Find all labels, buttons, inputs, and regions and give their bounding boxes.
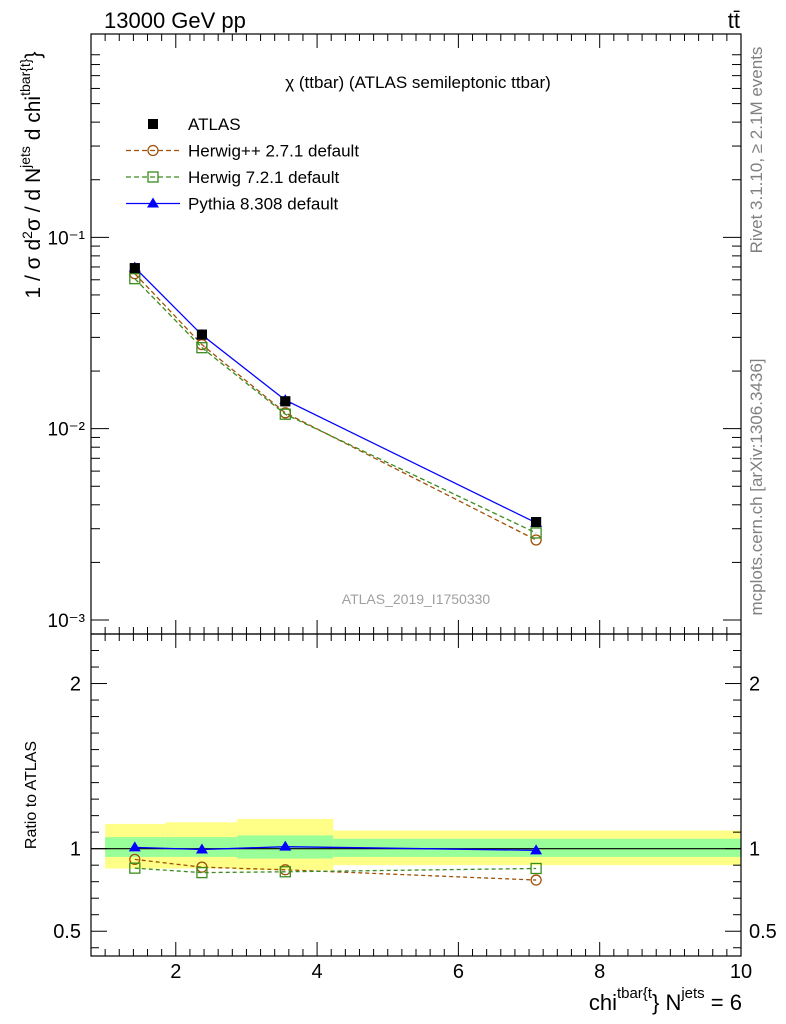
ratio-y-tick-label-right: 0.5: [749, 921, 777, 943]
legend-label-0: ATLAS: [188, 115, 241, 134]
legend: ATLAS Herwig++ 2.7.1 default Herwig 7.2.1 …: [126, 115, 359, 214]
series-line-3: [134, 267, 537, 524]
atlas-point: [196, 329, 207, 340]
ratio-y-tick-label-right: 1: [749, 839, 760, 861]
ratio-point: [196, 866, 208, 879]
ratio-point: [530, 862, 542, 875]
ratio-line-2: [134, 846, 537, 851]
y-tick-label: 10⁻¹: [48, 228, 86, 249]
top-y-axis-label: 1 / σ d2σ / d Njets d chitbar{t}}: [17, 51, 45, 298]
legend-marker-0: [148, 119, 158, 129]
y-tick-label: 10⁻³: [48, 611, 86, 632]
ratio-point: [279, 866, 291, 878]
ratio-point: [129, 853, 141, 866]
atlas-point: [129, 263, 140, 274]
point-dashed-square: [129, 273, 141, 285]
ratio-panel-series: [128, 840, 543, 886]
atlas-point: [531, 517, 542, 528]
ratio-panel-ticks: 2 4 6 8 10 0.5 0.5 1 1 2 2: [53, 634, 777, 983]
legend-label-1: Herwig++ 2.7.1 default: [188, 142, 359, 161]
ratio-point: [530, 874, 542, 886]
legend-marker-3: [147, 197, 159, 208]
x-tick-label: 4: [312, 961, 323, 983]
point-dashed-square: [196, 342, 208, 354]
x-tick-label: 8: [594, 961, 605, 983]
svg-text:1 / σ d2σ / d Njets d chitbar{: 1 / σ d2σ / d Njets d chitbar{t}}: [17, 51, 45, 298]
point-dashed-circle: [530, 534, 542, 546]
top-panel-ticks: 10⁻³ 10⁻² 10⁻¹: [48, 34, 742, 634]
x-tick-label: 2: [170, 961, 181, 983]
process-label: tt̄: [728, 8, 740, 33]
legend-marker-2: [147, 171, 159, 183]
x-tick-label: 6: [453, 961, 464, 983]
top-panel-series: [128, 261, 543, 546]
ratio-point: [195, 843, 208, 854]
y-tick-label: 10⁻²: [48, 420, 86, 441]
ratio-line-0: [134, 858, 537, 881]
series-line-2: [134, 278, 537, 534]
ratio-point: [129, 862, 141, 874]
series-line-1: [134, 273, 537, 541]
ratio-panel-frame: [90, 633, 742, 957]
watermark: ATLAS_2019_I1750330: [342, 591, 491, 607]
legend-label-3: Pythia 8.308 default: [188, 195, 339, 214]
ratio-line-1: [134, 867, 537, 874]
energy-label: 13000 GeV pp: [104, 8, 246, 33]
ratio-y-tick-label-right: 2: [749, 674, 760, 696]
legend-label-2: Herwig 7.2.1 default: [188, 168, 339, 187]
ratio-y-tick-label: 2: [70, 674, 81, 696]
panel-frames: [90, 33, 742, 957]
mcplots-label: mcplots.cern.ch [arXiv:1306.3436]: [747, 358, 766, 615]
chart-title: χ (ttbar) (ATLAS semileptonic ttbar): [285, 73, 551, 92]
ratio-y-tick-label: 1: [70, 839, 81, 861]
ratio-point: [128, 841, 141, 852]
x-tick-label: 10: [730, 961, 752, 983]
point-dashed-square: [530, 527, 542, 539]
x-axis-label: chitbar{t} Njets = 6: [589, 985, 742, 1015]
legend-marker-1: [147, 144, 159, 157]
ratio-y-tick-label: 0.5: [53, 921, 81, 943]
ratio-point: [530, 844, 543, 855]
svg-text:chitbar{t} Njets = 6: chitbar{t} Njets = 6: [589, 985, 742, 1015]
atlas-point: [280, 396, 291, 407]
ratio-point: [279, 840, 292, 851]
point-dashed-square: [279, 408, 291, 420]
rivet-label: Rivet 3.1.10, ≥ 2.1M events: [747, 47, 766, 254]
ratio-bands: [91, 818, 741, 871]
ratio-y-axis-label: Ratio to ATLAS: [23, 741, 40, 849]
